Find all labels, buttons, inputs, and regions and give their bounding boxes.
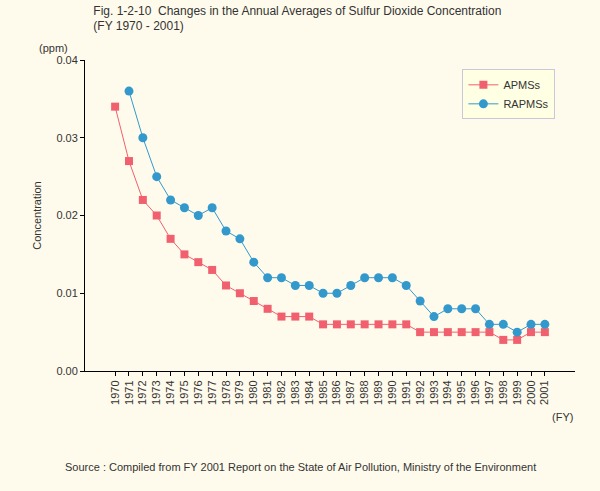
svg-text:1984: 1984 (303, 380, 315, 404)
svg-text:0.00: 0.00 (56, 365, 77, 377)
svg-text:1986: 1986 (331, 380, 343, 404)
svg-text:1992: 1992 (414, 380, 426, 404)
svg-text:1985: 1985 (317, 380, 329, 404)
svg-text:0.01: 0.01 (56, 287, 77, 299)
svg-text:1994: 1994 (441, 380, 453, 404)
svg-text:(ppm): (ppm) (39, 42, 68, 54)
svg-text:APMSs: APMSs (503, 79, 540, 91)
svg-text:1981: 1981 (261, 380, 273, 404)
svg-text:1982: 1982 (275, 380, 287, 404)
svg-text:1970: 1970 (109, 380, 121, 404)
svg-text:1983: 1983 (289, 380, 301, 404)
svg-text:(FY): (FY) (552, 411, 573, 423)
svg-text:1989: 1989 (372, 380, 384, 404)
svg-text:1999: 1999 (511, 380, 523, 404)
svg-text:1979: 1979 (233, 380, 245, 404)
svg-text:0.04: 0.04 (56, 54, 77, 66)
svg-text:1977: 1977 (206, 380, 218, 404)
svg-text:1995: 1995 (455, 380, 467, 404)
svg-text:1973: 1973 (150, 380, 162, 404)
svg-text:Source : Compiled from FY 2001: Source : Compiled from FY 2001 Report on… (65, 461, 536, 473)
svg-text:RAPMSs: RAPMSs (503, 98, 548, 110)
svg-text:1998: 1998 (497, 380, 509, 404)
svg-text:1971: 1971 (123, 380, 135, 404)
svg-text:0.03: 0.03 (56, 132, 77, 144)
svg-text:1991: 1991 (400, 380, 412, 404)
svg-text:1997: 1997 (483, 380, 495, 404)
svg-text:1988: 1988 (358, 380, 370, 404)
svg-text:1974: 1974 (164, 380, 176, 404)
svg-text:Concentration: Concentration (31, 181, 43, 250)
svg-text:Fig. 1-2-10 Changes in the An: Fig. 1-2-10 Changes in the Annual Averag… (93, 4, 501, 34)
svg-text:2001: 2001 (538, 380, 550, 404)
svg-text:1996: 1996 (469, 380, 481, 404)
svg-text:0.02: 0.02 (56, 209, 77, 221)
svg-text:1975: 1975 (178, 380, 190, 404)
svg-text:1987: 1987 (344, 380, 356, 404)
svg-text:1972: 1972 (136, 380, 148, 404)
svg-text:1993: 1993 (428, 380, 440, 404)
svg-text:2000: 2000 (525, 380, 537, 404)
svg-text:1980: 1980 (247, 380, 259, 404)
svg-text:1990: 1990 (386, 380, 398, 404)
svg-text:1978: 1978 (220, 380, 232, 404)
svg-text:1976: 1976 (192, 380, 204, 404)
